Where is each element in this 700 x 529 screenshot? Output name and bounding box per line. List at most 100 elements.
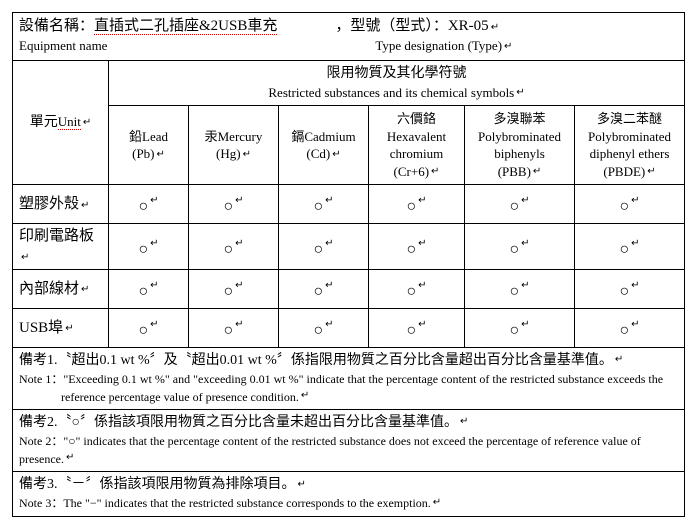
equip-name-label-zh: 設備名稱： bbox=[19, 18, 94, 34]
cell-mark: ○ bbox=[619, 241, 629, 258]
cell-mark: ○ bbox=[313, 198, 323, 215]
return-icon: ↵ bbox=[521, 311, 529, 339]
return-icon: ↵ bbox=[521, 187, 529, 215]
return-icon: ↵ bbox=[81, 283, 89, 297]
return-icon: ↵ bbox=[418, 311, 426, 339]
return-icon: ↵ bbox=[431, 165, 439, 179]
note-1: 備考1.〝超出0.1 wt %〞及〝超出0.01 wt %〞係指限用物質之百分比… bbox=[13, 347, 685, 409]
return-icon: ↵ bbox=[332, 148, 340, 162]
cell-mark: ○ bbox=[313, 322, 323, 339]
return-icon: ↵ bbox=[516, 86, 524, 100]
cell-mark: ○ bbox=[509, 322, 519, 339]
return-icon: ↵ bbox=[150, 230, 158, 258]
type-label-en: Type designation (Type) bbox=[375, 38, 502, 53]
restricted-header: 限用物質及其化學符號 Restricted substances and its… bbox=[109, 60, 685, 105]
cell-mark: ○ bbox=[223, 198, 233, 215]
cell-mark: ○ bbox=[138, 322, 148, 339]
note-3-zh: 備考3.〝－〞係指該項限用物質為排除項目。 bbox=[19, 477, 296, 492]
cell-mark: ○ bbox=[313, 241, 323, 258]
col-pbb-zh: 多溴聯苯 bbox=[467, 110, 572, 128]
header-cell: 設備名稱：直插式二孔插座&2USB車充 ，型號（型式）：XR-05↵ Equip… bbox=[13, 13, 685, 61]
table-row: 印刷電路板↵ ○↵ ○↵ ○↵ ○↵ ○↵ ○↵ bbox=[13, 224, 685, 270]
return-icon: ↵ bbox=[301, 389, 309, 404]
col-pbde-sym: (PBDE) bbox=[603, 164, 645, 179]
return-icon: ↵ bbox=[504, 40, 512, 54]
return-icon: ↵ bbox=[66, 451, 74, 466]
col-mercury-zh: 汞Mercury bbox=[191, 128, 276, 146]
col-mercury-sym: (Hg) bbox=[216, 146, 241, 161]
return-icon: ↵ bbox=[615, 353, 623, 368]
return-icon: ↵ bbox=[418, 272, 426, 300]
cell-mark: ○ bbox=[406, 283, 416, 300]
return-icon: ↵ bbox=[81, 199, 89, 213]
col-pbde: 多溴二苯醚 Polybrominated diphenyl ethers (PB… bbox=[575, 106, 685, 185]
unit-label-zh: 單元 bbox=[30, 115, 58, 130]
col-hex-chromium-zh: 六價鉻 bbox=[371, 110, 462, 128]
note-1-zh: 備考1.〝超出0.1 wt %〞及〝超出0.01 wt %〞係指限用物質之百分比… bbox=[19, 353, 613, 368]
cell-mark: ○ bbox=[313, 283, 323, 300]
cell-mark: ○ bbox=[223, 322, 233, 339]
equip-name-label-en: Equipment name bbox=[19, 38, 107, 53]
return-icon: ↵ bbox=[533, 165, 541, 179]
return-icon: ↵ bbox=[491, 21, 499, 35]
note-2: 備考2.〝○〞係指該項限用物質之百分比含量未超出百分比含量基準值。↵ Note … bbox=[13, 409, 685, 471]
return-icon: ↵ bbox=[298, 478, 306, 493]
return-icon: ↵ bbox=[21, 251, 29, 265]
restricted-label-en: Restricted substances and its chemical s… bbox=[268, 85, 514, 100]
cell-mark: ○ bbox=[138, 283, 148, 300]
return-icon: ↵ bbox=[325, 311, 333, 339]
col-hex-chromium: 六價鉻 Hexavalent chromium (Cr+6)↵ bbox=[369, 106, 465, 185]
return-icon: ↵ bbox=[521, 272, 529, 300]
unit-header: 單元Unit↵ bbox=[13, 60, 109, 185]
return-icon: ↵ bbox=[150, 272, 158, 300]
col-lead-sym: (Pb) bbox=[132, 146, 154, 161]
return-icon: ↵ bbox=[150, 311, 158, 339]
cell-mark: ○ bbox=[406, 198, 416, 215]
return-icon: ↵ bbox=[631, 272, 639, 300]
note-2-en: Note 2："○" indicates that the percentage… bbox=[19, 434, 641, 465]
return-icon: ↵ bbox=[65, 322, 73, 336]
return-icon: ↵ bbox=[235, 311, 243, 339]
return-icon: ↵ bbox=[235, 230, 243, 258]
return-icon: ↵ bbox=[325, 272, 333, 300]
cell-mark: ○ bbox=[619, 198, 629, 215]
return-icon: ↵ bbox=[631, 187, 639, 215]
cell-mark: ○ bbox=[223, 283, 233, 300]
col-pbde-en: Polybrominated diphenyl ethers bbox=[577, 128, 682, 163]
col-pbb-sym: (PBB) bbox=[498, 164, 531, 179]
return-icon: ↵ bbox=[150, 187, 158, 215]
col-cadmium-zh: 鎘Cadmium bbox=[281, 128, 366, 146]
row-label: USB埠 bbox=[19, 320, 63, 336]
substance-columns-row: 鉛Lead (Pb)↵ 汞Mercury (Hg)↵ 鎘Cadmium (Cd)… bbox=[13, 106, 685, 185]
return-icon: ↵ bbox=[418, 187, 426, 215]
col-pbb-en: Polybrominated biphenyls bbox=[467, 128, 572, 163]
return-icon: ↵ bbox=[83, 116, 91, 130]
cell-mark: ○ bbox=[509, 241, 519, 258]
return-icon: ↵ bbox=[325, 230, 333, 258]
col-hex-chromium-sym: (Cr+6) bbox=[394, 164, 430, 179]
return-icon: ↵ bbox=[418, 230, 426, 258]
cell-mark: ○ bbox=[619, 283, 629, 300]
unit-label-en: Unit bbox=[58, 114, 81, 130]
row-label: 印刷電路板 bbox=[19, 228, 94, 244]
return-icon: ↵ bbox=[235, 187, 243, 215]
cell-mark: ○ bbox=[406, 322, 416, 339]
return-icon: ↵ bbox=[647, 165, 655, 179]
return-icon: ↵ bbox=[325, 187, 333, 215]
cell-mark: ○ bbox=[509, 198, 519, 215]
table-row: 內部線材↵ ○↵ ○↵ ○↵ ○↵ ○↵ ○↵ bbox=[13, 269, 685, 308]
table-row: 塑膠外殼↵ ○↵ ○↵ ○↵ ○↵ ○↵ ○↵ bbox=[13, 185, 685, 224]
col-mercury: 汞Mercury (Hg)↵ bbox=[189, 106, 279, 185]
note-1-en-b: reference percentage value of presence c… bbox=[61, 390, 299, 404]
col-pbb: 多溴聯苯 Polybrominated biphenyls (PBB)↵ bbox=[465, 106, 575, 185]
return-icon: ↵ bbox=[631, 311, 639, 339]
note-1-en-a: Note 1："Exceeding 0.1 wt %" and "exceedi… bbox=[19, 372, 663, 386]
col-pbde-zh: 多溴二苯醚 bbox=[577, 110, 682, 128]
equip-name-value: 直插式二孔插座&2USB車充 bbox=[94, 18, 277, 35]
cell-mark: ○ bbox=[619, 322, 629, 339]
restricted-label-zh: 限用物質及其化學符號 bbox=[111, 65, 682, 84]
return-icon: ↵ bbox=[631, 230, 639, 258]
return-icon: ↵ bbox=[460, 415, 468, 430]
cell-mark: ○ bbox=[223, 241, 233, 258]
row-label: 內部線材 bbox=[19, 281, 79, 297]
